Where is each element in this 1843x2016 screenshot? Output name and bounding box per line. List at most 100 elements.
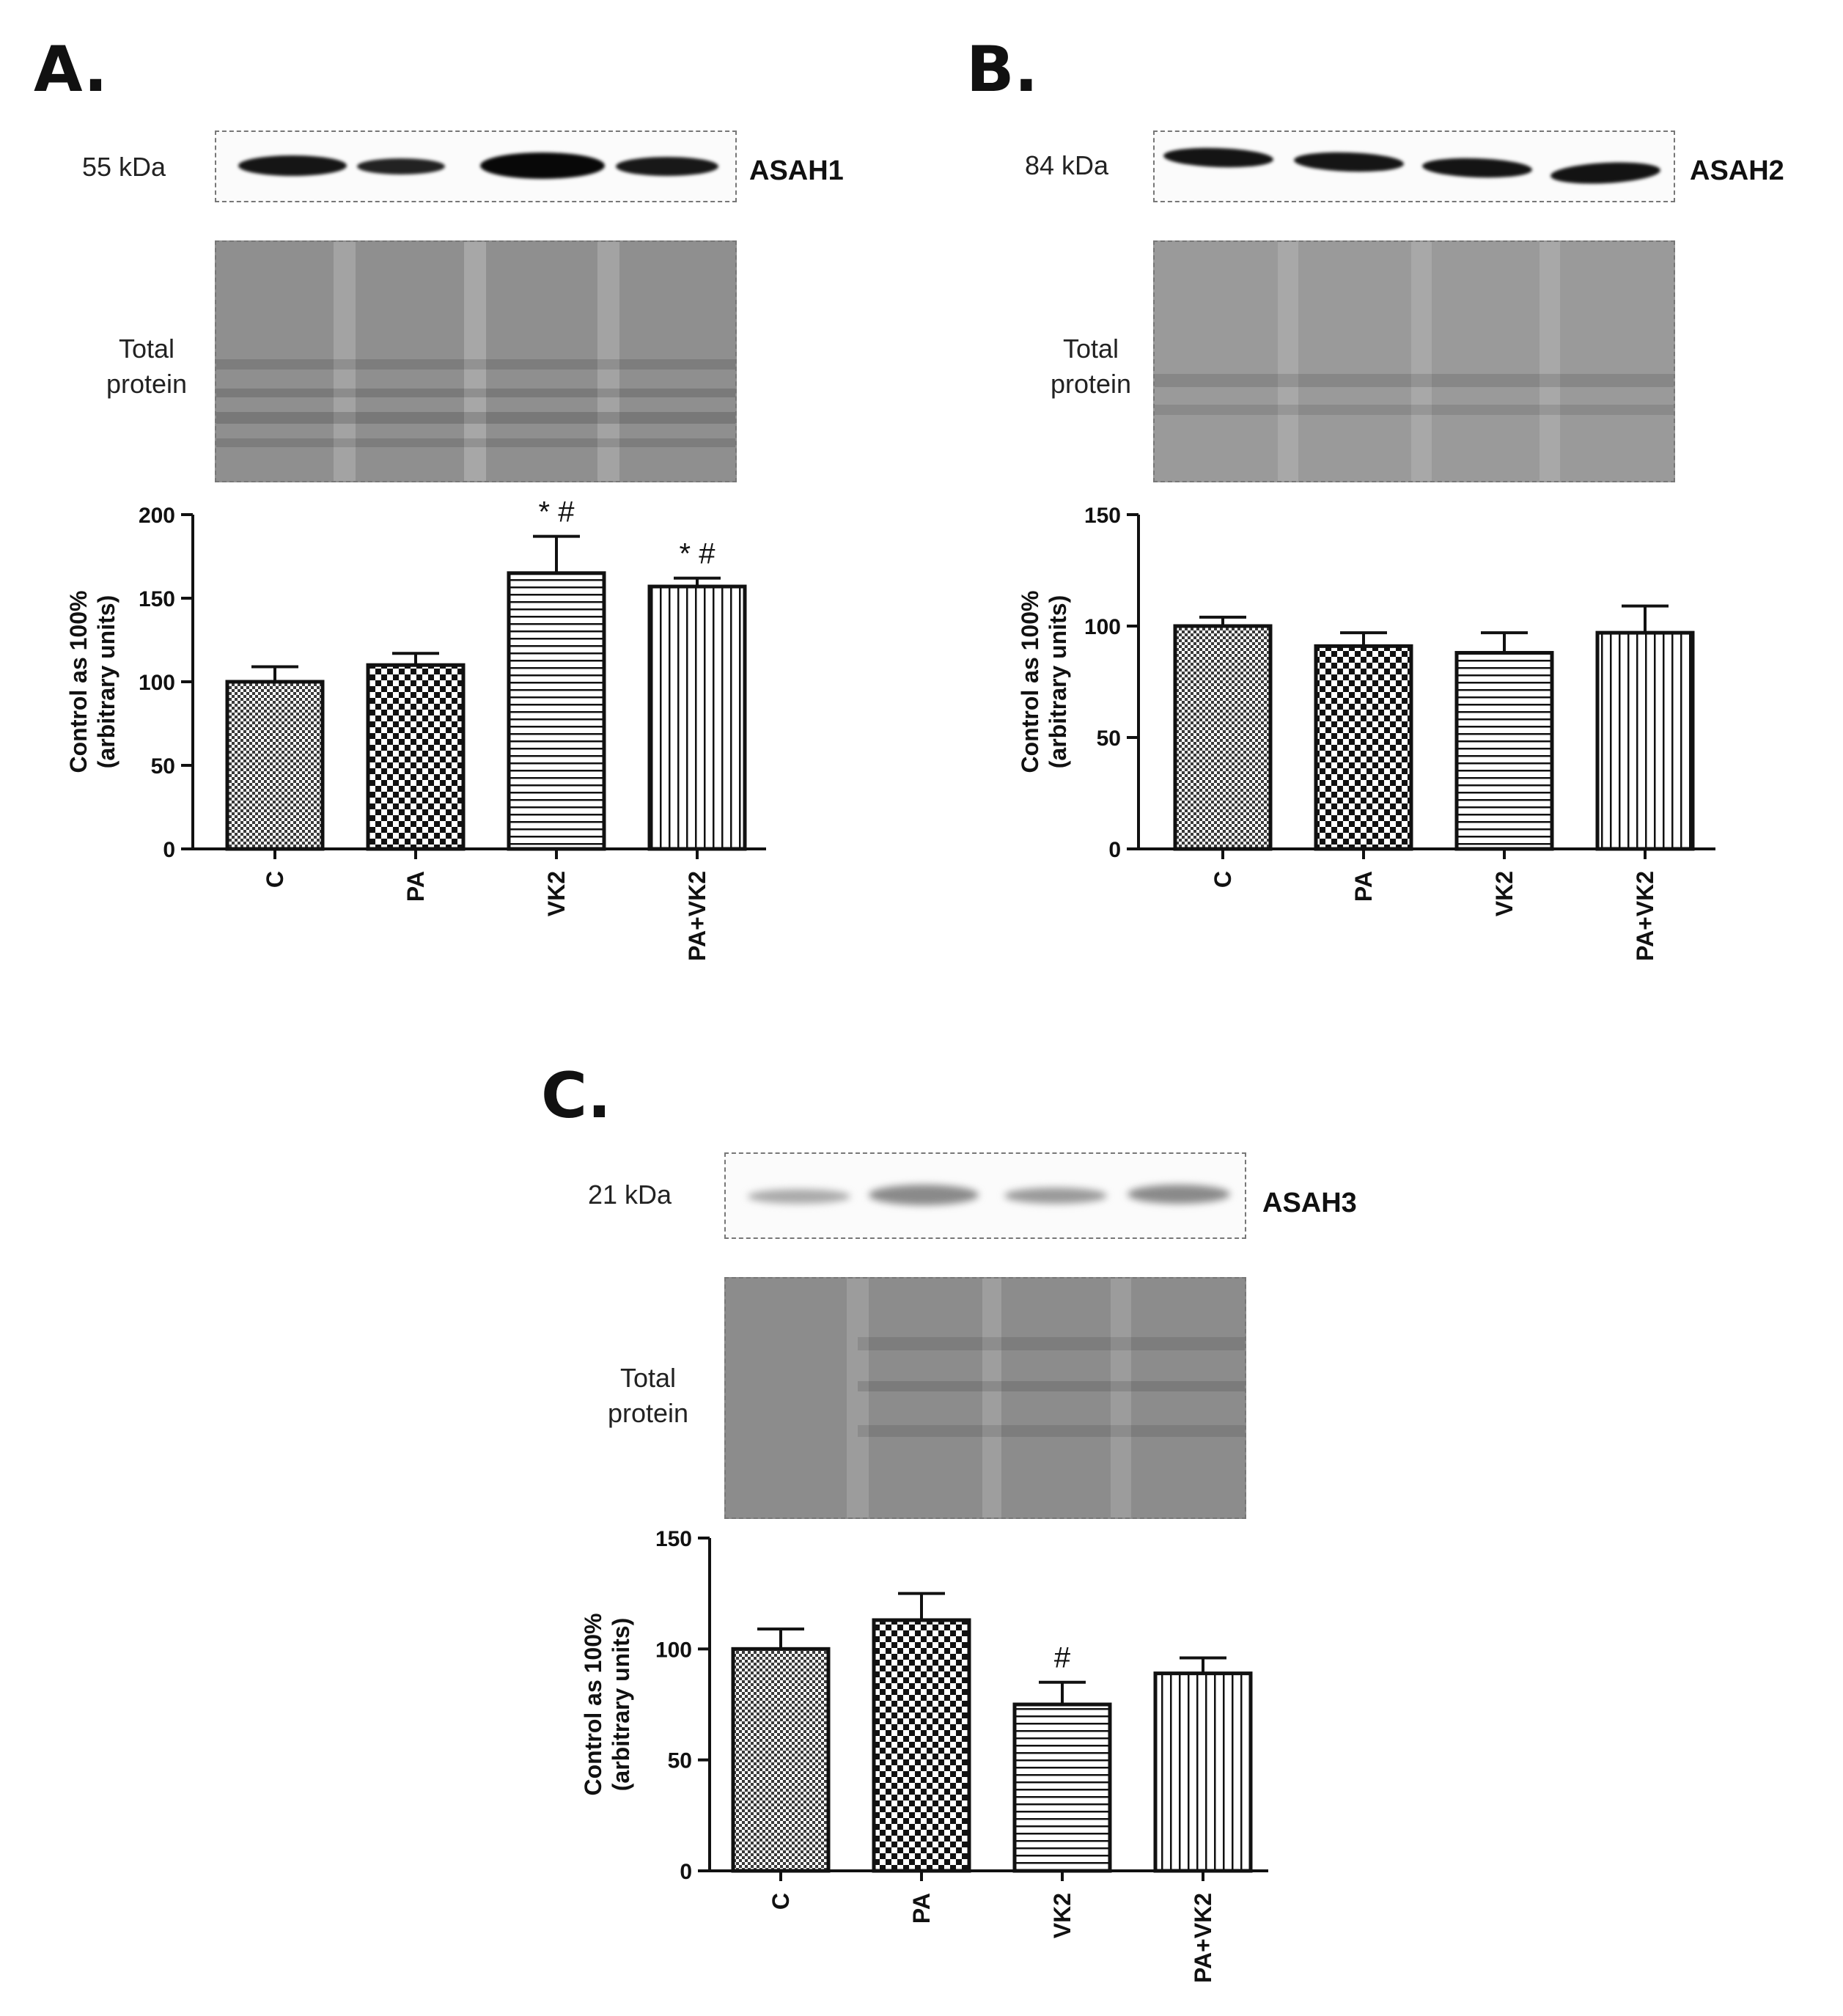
band-pa: [357, 158, 445, 174]
category-label: PA+VK2: [684, 871, 710, 961]
gel-stripe: [1155, 405, 1674, 415]
chart-1: 0 50 100 150 Control as 100% (arbitrary units…: [1017, 504, 1715, 961]
category-label: PA: [402, 871, 429, 902]
total-label-line1: Total: [619, 1363, 677, 1393]
band-pa: [869, 1185, 979, 1205]
panel-a-letter: A.: [34, 33, 108, 106]
y-tick-label: 200: [139, 504, 175, 528]
band-pavk2: [616, 157, 718, 176]
category-label: PA+VK2: [1190, 1893, 1216, 1983]
gel-stripe: [858, 1337, 1245, 1350]
gel-stripe: [858, 1381, 1245, 1391]
y-axis-label: Control as 100%: [1017, 591, 1043, 773]
category-label: PA: [908, 1893, 935, 1924]
panel-b-protein-label: ASAH2: [1690, 155, 1784, 186]
y-tick-label: 150: [1084, 504, 1121, 528]
total-label-line2: protein: [607, 1398, 689, 1428]
band-pavk2: [1127, 1185, 1230, 1204]
gel-gap: [1278, 242, 1298, 481]
gel-stripe: [216, 359, 735, 369]
panel-b-total-protein-gel: [1153, 240, 1675, 482]
total-label-line2: protein: [1050, 369, 1132, 399]
panel-c-total-protein-gel: [724, 1277, 1246, 1519]
bar-PA: [366, 663, 466, 851]
gel-gap: [334, 242, 356, 481]
panel-b-total-protein-label: Total protein: [1003, 331, 1179, 402]
panel-b-asah2-blot: [1153, 130, 1675, 202]
bar-PA+VK2: [1153, 1671, 1253, 1873]
significance-annotation: * #: [680, 538, 716, 570]
panel-c-kda-label: 21 kDa: [588, 1180, 672, 1210]
chart-2: 0 50 100 150 Control as 100% (arbitrary units…: [580, 1527, 1268, 1983]
y-tick-label: 0: [1108, 838, 1121, 862]
gel-gap: [982, 1279, 1001, 1517]
y-tick-label: 50: [151, 754, 175, 779]
bar-C: [1173, 624, 1273, 851]
panel-a-asah1-blot: [215, 130, 737, 202]
bar-PA: [872, 1618, 971, 1873]
category-label: C: [768, 1893, 794, 1910]
gel-stripe: [216, 438, 735, 447]
panel-a-protein-label: ASAH1: [749, 155, 844, 186]
y-tick-label: 0: [163, 838, 175, 862]
y-axis-label-units: (arbitrary units): [608, 1618, 634, 1791]
category-label: PA: [1350, 871, 1377, 902]
band-vk2: [480, 152, 605, 179]
y-tick-label: 50: [1097, 726, 1121, 751]
gel-stripe: [858, 1425, 1245, 1437]
y-tick-label: 150: [139, 587, 175, 611]
bar-PA+VK2: [647, 584, 747, 851]
panel-b-letter: B.: [966, 33, 1039, 106]
gel-gap: [464, 242, 486, 481]
panel-c-asah3-blot: [724, 1152, 1246, 1239]
bar-PA+VK2: [1595, 630, 1695, 851]
panel-c-protein-label: ASAH3: [1262, 1188, 1357, 1218]
y-tick-label: 50: [668, 1749, 692, 1773]
category-label: VK2: [1491, 871, 1518, 916]
y-axis-label: Control as 100%: [65, 591, 92, 773]
category-label: C: [262, 871, 288, 888]
gel-gap: [847, 1279, 869, 1517]
band-c: [238, 155, 347, 176]
y-tick-label: 150: [655, 1527, 692, 1551]
panel-c-letter: C.: [541, 1059, 611, 1133]
total-label-line1: Total: [1062, 334, 1119, 364]
category-label: PA+VK2: [1632, 871, 1658, 961]
y-tick-label: 100: [139, 671, 175, 695]
panel-a-total-protein-label: Total protein: [59, 331, 235, 402]
panel-b-kda-label: 84 kDa: [1025, 150, 1109, 180]
bar-PA: [1314, 644, 1413, 851]
panel-a-total-protein-gel: [215, 240, 737, 482]
gel-gap: [1111, 1279, 1131, 1517]
y-axis-label-units: (arbitrary units): [1045, 595, 1071, 768]
gel-gap: [597, 242, 619, 481]
significance-annotation: #: [1054, 1642, 1071, 1674]
bar-VK2: [1454, 650, 1554, 851]
band-c: [748, 1189, 850, 1204]
y-tick-label: 100: [655, 1638, 692, 1662]
total-label-line1: Total: [118, 334, 175, 364]
y-axis-label: Control as 100%: [580, 1614, 606, 1796]
band-vk2: [1004, 1188, 1107, 1204]
y-tick-label: 0: [680, 1860, 692, 1884]
bar-VK2: [507, 571, 606, 851]
significance-annotation: * #: [539, 496, 575, 529]
gel-gap: [1411, 242, 1432, 481]
gel-stripe: [216, 412, 735, 424]
panel-a-kda-label: 55 kDa: [82, 152, 166, 182]
category-label: VK2: [1049, 1893, 1075, 1938]
chart-0: 0 50 100 150 200 Control as 100% (arbitrary un…: [65, 496, 766, 961]
gel-gap: [1539, 242, 1560, 481]
bar-VK2: [1012, 1702, 1112, 1873]
panel-c-total-protein-label: Total protein: [560, 1361, 736, 1431]
bar-C: [225, 680, 325, 851]
y-tick-label: 100: [1084, 615, 1121, 639]
gel-stripe: [1155, 374, 1674, 387]
gel-stripe: [216, 389, 735, 397]
y-axis-label-units: (arbitrary units): [93, 595, 119, 768]
category-label: C: [1210, 871, 1236, 888]
total-label-line2: protein: [106, 369, 188, 399]
category-label: VK2: [543, 871, 570, 916]
bar-C: [731, 1647, 831, 1873]
